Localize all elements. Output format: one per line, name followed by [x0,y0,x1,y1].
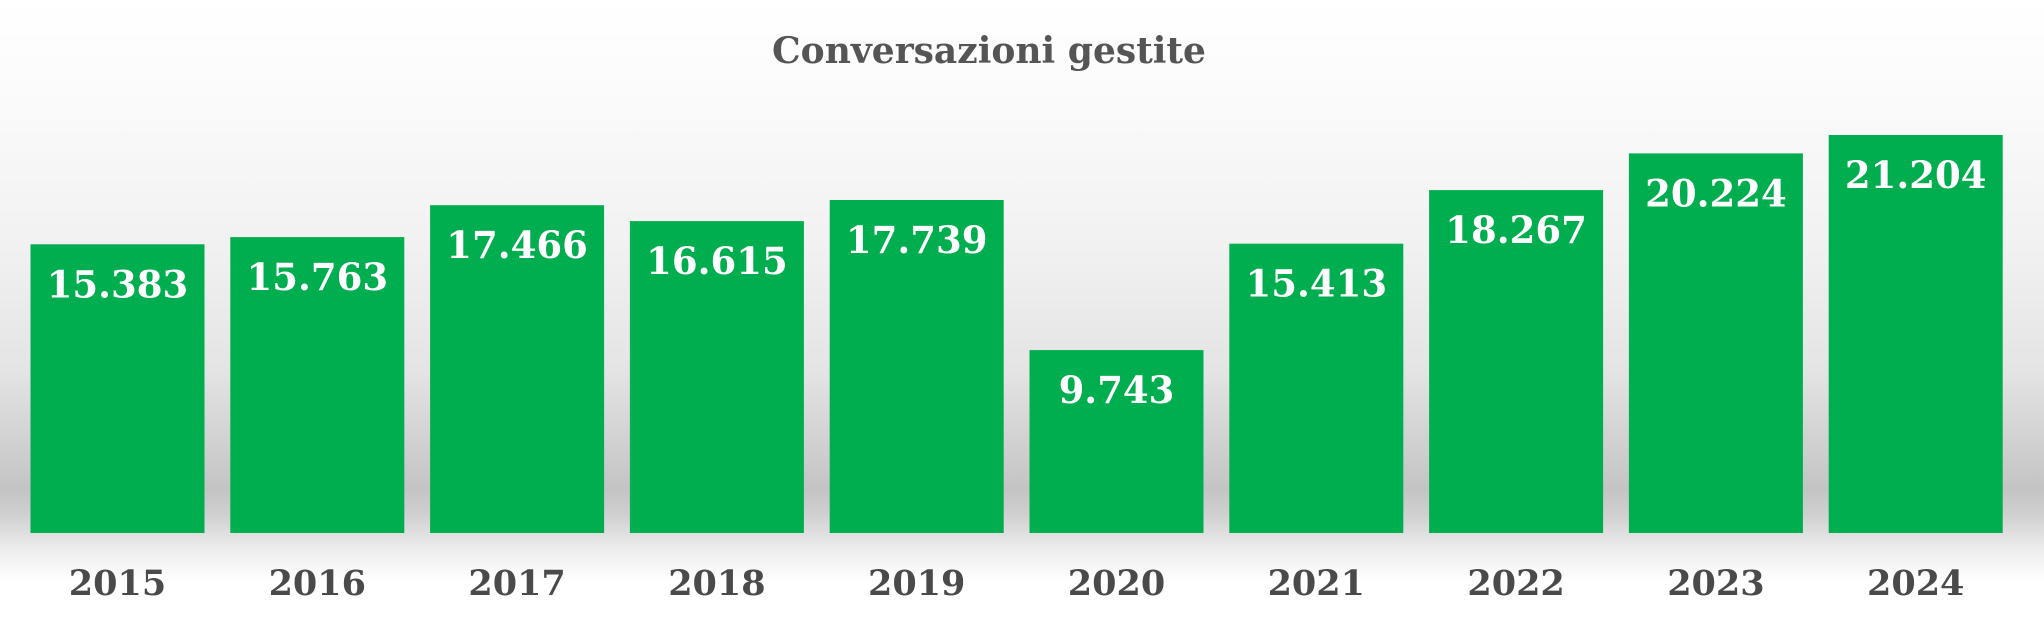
data-label-2017: 17.466 [446,223,588,267]
chart-title: Conversazioni gestite [772,30,1206,72]
bars-group [30,135,2003,534]
x-axis-ticks: 2015 2016 2017 2018 2019 2020 2021 2022 2023 2024 [69,563,1965,604]
data-label-2023: 20.224 [1645,171,1787,215]
x-tick-label-2019: 2019 [868,563,965,604]
bar-2017 [430,205,605,533]
x-tick-label-2024: 2024 [1867,563,1964,604]
x-tick-label-2021: 2021 [1268,563,1365,604]
x-tick-label-2017: 2017 [468,563,565,604]
data-label-2019: 17.739 [846,218,988,262]
bar-2022 [1429,190,1604,533]
x-tick-label-2015: 2015 [69,563,166,604]
bar-2023 [1628,153,1803,533]
x-tick-label-2018: 2018 [668,563,765,604]
x-tick-label-2022: 2022 [1467,563,1564,604]
bar-2016 [230,237,405,533]
data-label-2024: 21.204 [1845,153,1987,197]
data-label-2015: 15.383 [47,262,189,306]
data-label-2020: 9.743 [1059,368,1175,412]
x-tick-label-2016: 2016 [269,563,366,604]
data-label-2016: 15.763 [246,255,388,299]
data-labels-group: 15.383 15.763 17.466 16.615 17.739 9.743 15.41… [47,153,1987,412]
x-tick-label-2020: 2020 [1068,563,1165,604]
bar-2024 [1828,135,2003,533]
x-tick-label-2023: 2023 [1667,563,1764,604]
bar-2018 [629,221,804,533]
bar-2015 [30,244,205,534]
data-label-2022: 18.267 [1445,208,1587,252]
bar-2021 [1229,243,1404,533]
data-label-2018: 16.615 [646,239,788,283]
data-label-2021: 15.413 [1245,262,1387,306]
bar-2019 [829,200,1004,533]
bar-2020 [1029,350,1204,533]
